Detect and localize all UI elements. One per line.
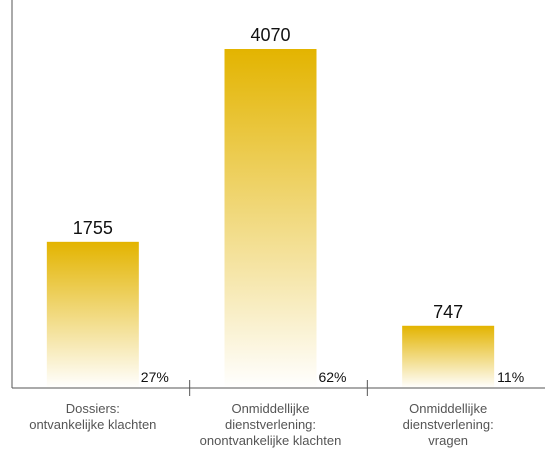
category-label-line: onontvankelijke klachten (200, 433, 342, 448)
category-label: Dossiers: ontvankelijke klachten (29, 401, 156, 432)
category-label-line: Dossiers: (66, 401, 120, 416)
category-label-line: ontvankelijke klachten (29, 417, 156, 432)
category-label-line: Onmiddellijke (409, 401, 487, 416)
value-label: 4070 (250, 25, 290, 45)
category-label: Onmiddellijke dienstverlening: onontvankel… (200, 401, 342, 448)
category-label-line: Onmiddellijke (231, 401, 309, 416)
bar-2 (224, 49, 317, 388)
category-label-line: vragen (428, 433, 468, 448)
category-label-line: dienstverlening: (403, 417, 494, 432)
x-axis-ticks (189, 380, 368, 396)
category-label: Onmiddellijke dienstverlening: vragen (403, 401, 494, 448)
percent-label: 62% (318, 369, 346, 385)
bars-layer (46, 49, 495, 388)
bar-1 (46, 241, 139, 388)
bar-3 (402, 325, 495, 388)
value-label: 1755 (73, 218, 113, 238)
percent-label: 11% (497, 369, 524, 385)
category-label-line: dienstverlening: (225, 417, 316, 432)
value-label: 747 (433, 302, 463, 322)
labels-layer: 1755 27% Dossiers: ontvankelijke klachten 40… (29, 25, 524, 448)
percent-label: 27% (141, 369, 169, 385)
